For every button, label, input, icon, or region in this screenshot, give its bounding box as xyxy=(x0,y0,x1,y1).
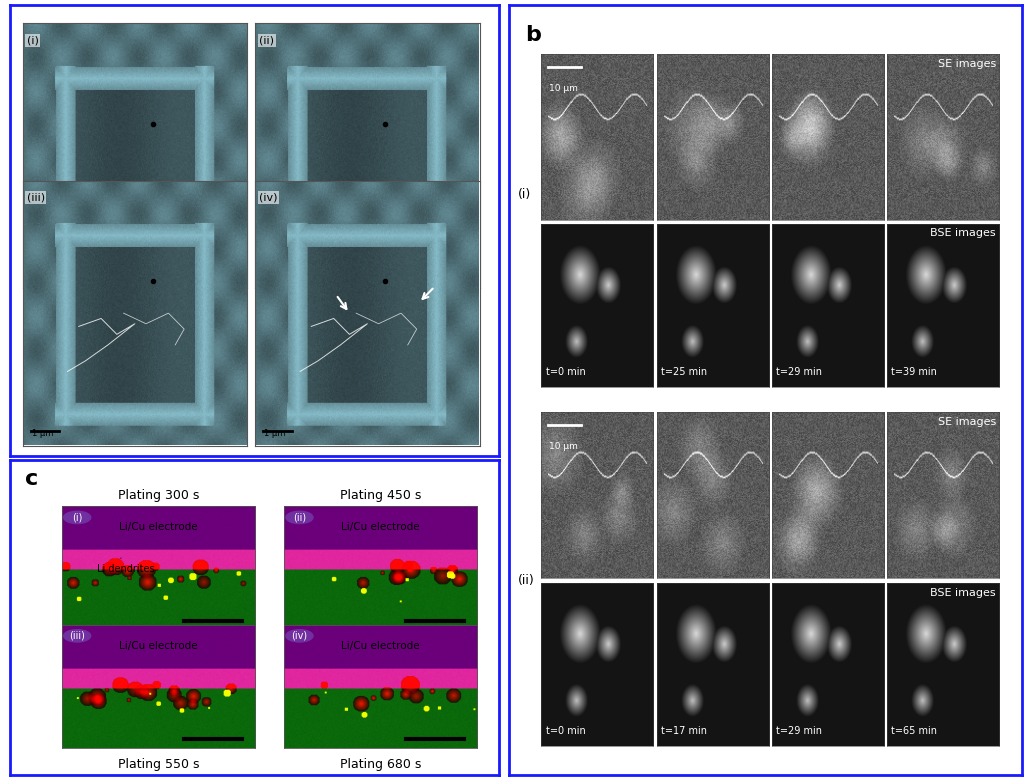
Text: t=39 min: t=39 min xyxy=(891,368,937,377)
Text: c: c xyxy=(25,469,38,489)
Text: SE images: SE images xyxy=(937,417,996,427)
Text: Li/Cu electrode: Li/Cu electrode xyxy=(342,640,420,650)
Text: (iii): (iii) xyxy=(69,631,85,641)
Text: (ii): (ii) xyxy=(259,35,275,45)
Text: Li/Cu electrode: Li/Cu electrode xyxy=(119,522,198,532)
Ellipse shape xyxy=(64,629,91,642)
Text: t=0 min: t=0 min xyxy=(545,368,586,377)
Text: 10 μm: 10 μm xyxy=(549,83,578,93)
Text: 1 μm: 1 μm xyxy=(264,429,286,439)
Text: (ii): (ii) xyxy=(293,513,306,523)
Ellipse shape xyxy=(286,629,313,642)
Text: t=25 min: t=25 min xyxy=(661,368,707,377)
Text: 10 μm: 10 μm xyxy=(549,442,578,451)
Text: Li dendrites: Li dendrites xyxy=(97,558,154,573)
Ellipse shape xyxy=(286,511,313,523)
Text: a: a xyxy=(25,19,40,39)
Text: (ii): (ii) xyxy=(518,574,534,587)
Text: BSE images: BSE images xyxy=(930,228,996,238)
Text: 1 μm: 1 μm xyxy=(32,429,54,439)
Text: t=17 min: t=17 min xyxy=(661,727,707,736)
Text: 1 μm: 1 μm xyxy=(264,272,286,281)
Text: t=65 min: t=65 min xyxy=(891,727,937,736)
Text: Plating 550 s: Plating 550 s xyxy=(117,758,200,771)
Text: 1 μm: 1 μm xyxy=(32,272,54,281)
Text: t=29 min: t=29 min xyxy=(776,368,822,377)
Text: t=0 min: t=0 min xyxy=(545,727,586,736)
Text: (i): (i) xyxy=(72,513,82,523)
Text: (i): (i) xyxy=(27,35,39,45)
Text: BSE images: BSE images xyxy=(930,587,996,597)
Text: b: b xyxy=(525,25,540,44)
Text: SE images: SE images xyxy=(937,58,996,69)
Text: t=29 min: t=29 min xyxy=(776,727,822,736)
Text: (iii): (iii) xyxy=(27,192,45,203)
Ellipse shape xyxy=(64,511,91,523)
Text: Plating 680 s: Plating 680 s xyxy=(340,758,422,771)
Text: (iv): (iv) xyxy=(259,192,278,203)
Text: Li/Cu electrode: Li/Cu electrode xyxy=(119,640,198,650)
Text: Li/Cu electrode: Li/Cu electrode xyxy=(342,522,420,532)
Text: (i): (i) xyxy=(518,189,531,201)
Text: Plating 450 s: Plating 450 s xyxy=(340,488,422,502)
Text: (iv): (iv) xyxy=(291,631,308,641)
Text: Plating 300 s: Plating 300 s xyxy=(117,488,200,502)
